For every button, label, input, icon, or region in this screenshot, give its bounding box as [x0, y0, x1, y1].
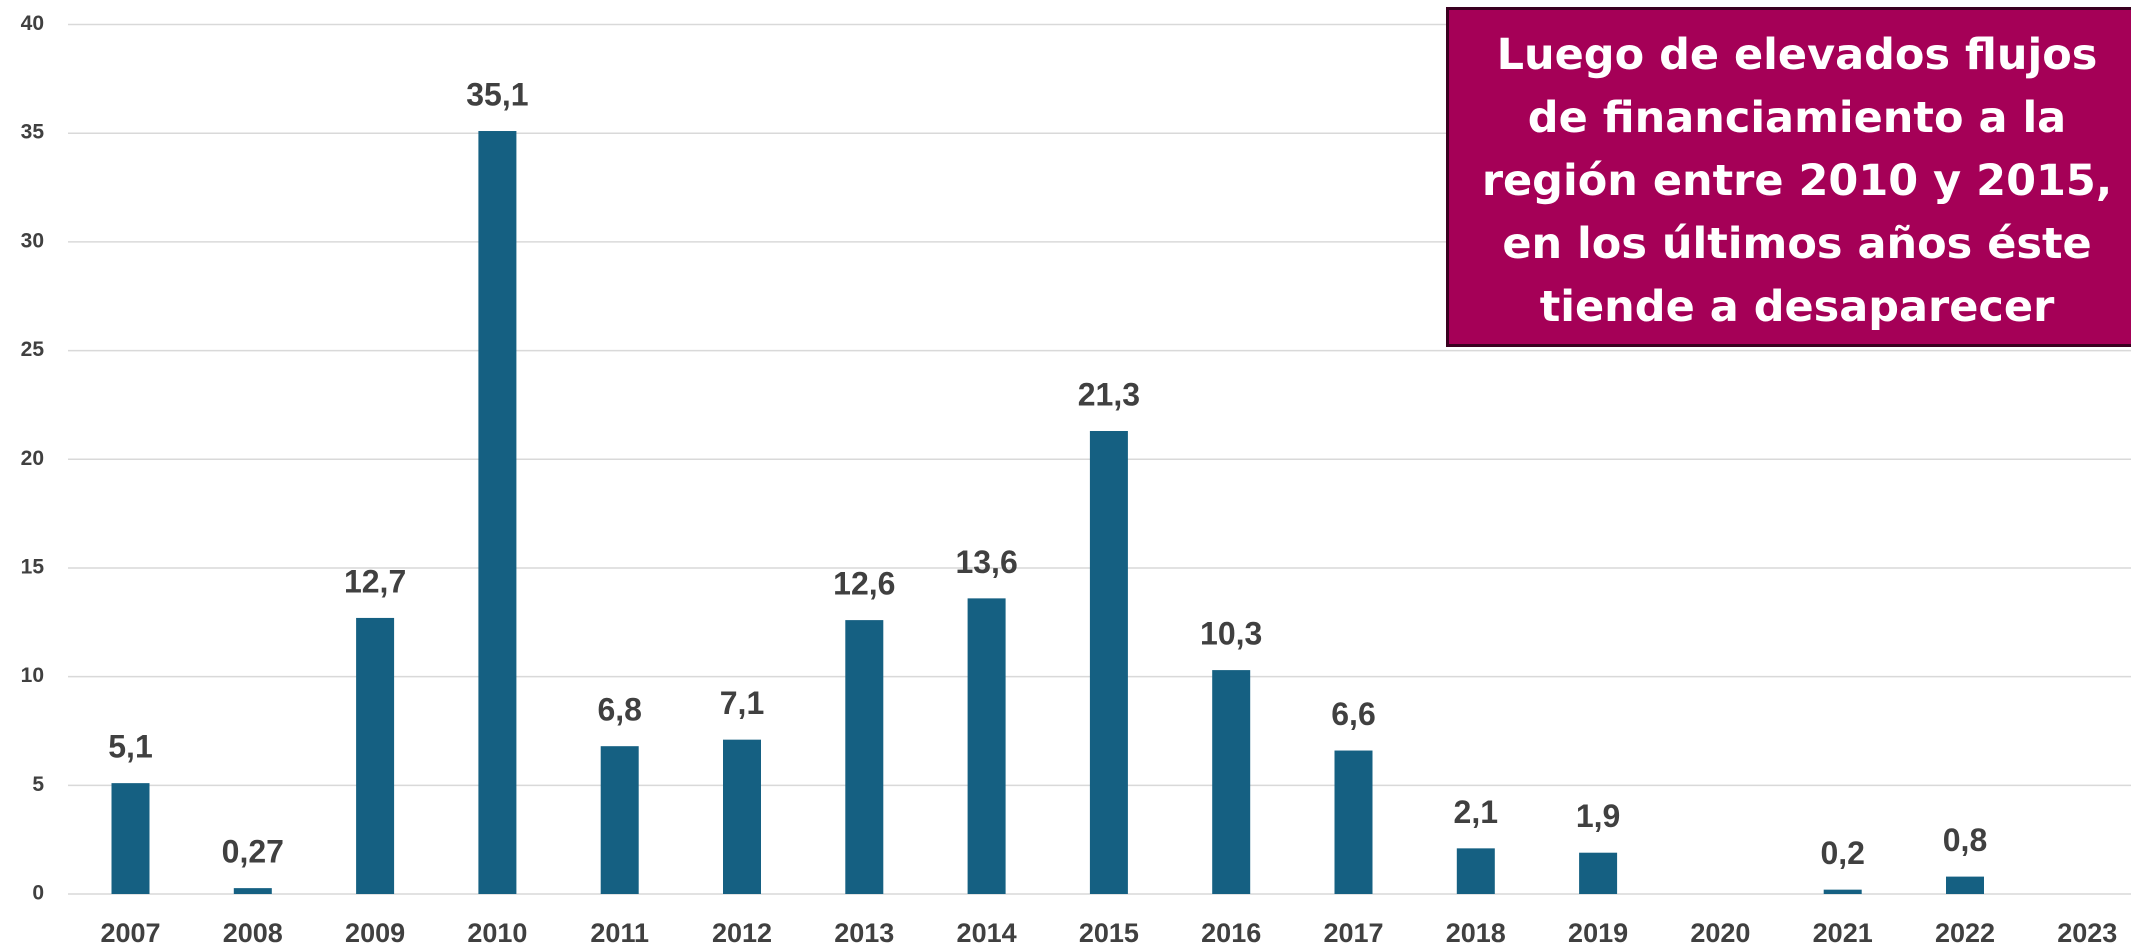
data-label: 2,1	[1454, 794, 1498, 830]
x-tick-label: 2010	[467, 918, 527, 948]
bar	[1456, 848, 1495, 894]
bar	[1579, 852, 1618, 894]
x-tick-label: 2022	[1935, 918, 1995, 948]
data-label: 21,3	[1078, 376, 1140, 412]
x-tick-label: 2021	[1813, 918, 1873, 948]
bar	[1089, 430, 1128, 894]
y-tick-label: 15	[21, 555, 45, 578]
data-label: 6,8	[597, 692, 641, 728]
bar	[356, 617, 395, 894]
x-tick-label: 2007	[100, 918, 160, 948]
data-label: 0,8	[1943, 822, 1987, 858]
y-tick-label: 40	[21, 12, 44, 35]
data-label: 12,6	[833, 566, 895, 602]
bar	[845, 620, 884, 894]
bar	[1946, 876, 1984, 894]
x-tick-label: 2008	[223, 918, 283, 948]
x-tick-label: 2015	[1079, 918, 1139, 948]
y-tick-label: 20	[21, 447, 44, 470]
data-label: 10,3	[1200, 616, 1262, 652]
y-tick-label: 25	[21, 338, 45, 361]
x-tick-label: 2018	[1446, 918, 1506, 948]
data-label: 13,6	[955, 544, 1017, 580]
data-label: 12,7	[344, 563, 406, 599]
data-label: 7,1	[720, 685, 764, 721]
data-label: 1,9	[1576, 798, 1620, 834]
y-tick-label: 0	[32, 882, 44, 905]
y-tick-label: 35	[21, 121, 45, 144]
bar	[1823, 889, 1862, 894]
y-tick-label: 10	[21, 664, 44, 687]
bar	[723, 739, 761, 894]
y-tick-label: 5	[32, 773, 44, 796]
bar	[478, 131, 517, 895]
x-tick-label: 2014	[957, 918, 1017, 948]
x-tick-label: 2011	[590, 918, 649, 948]
bar	[111, 783, 150, 894]
x-tick-label: 2019	[1568, 918, 1628, 948]
bar	[967, 598, 1006, 894]
annotation: Luego de elevados flujos de financiamien…	[1446, 7, 2131, 347]
bar	[233, 888, 272, 894]
x-tick-label: 2016	[1201, 918, 1261, 948]
data-label: 0,27	[222, 834, 284, 870]
x-tick-label: 2023	[2057, 918, 2117, 948]
x-tick-label: 2017	[1323, 918, 1383, 948]
x-tick-label: 2009	[345, 918, 405, 948]
data-label: 35,1	[466, 76, 528, 112]
bar	[1212, 670, 1251, 894]
data-label: 0,2	[1820, 835, 1864, 871]
y-tick-label: 30	[21, 229, 44, 252]
x-tick-label: 2012	[712, 918, 772, 948]
bar	[600, 746, 639, 894]
x-tick-label: 2020	[1690, 918, 1750, 948]
x-tick-label: 2013	[834, 918, 894, 948]
data-label: 5,1	[108, 729, 152, 765]
bar	[1334, 750, 1373, 894]
data-label: 6,6	[1331, 696, 1375, 732]
